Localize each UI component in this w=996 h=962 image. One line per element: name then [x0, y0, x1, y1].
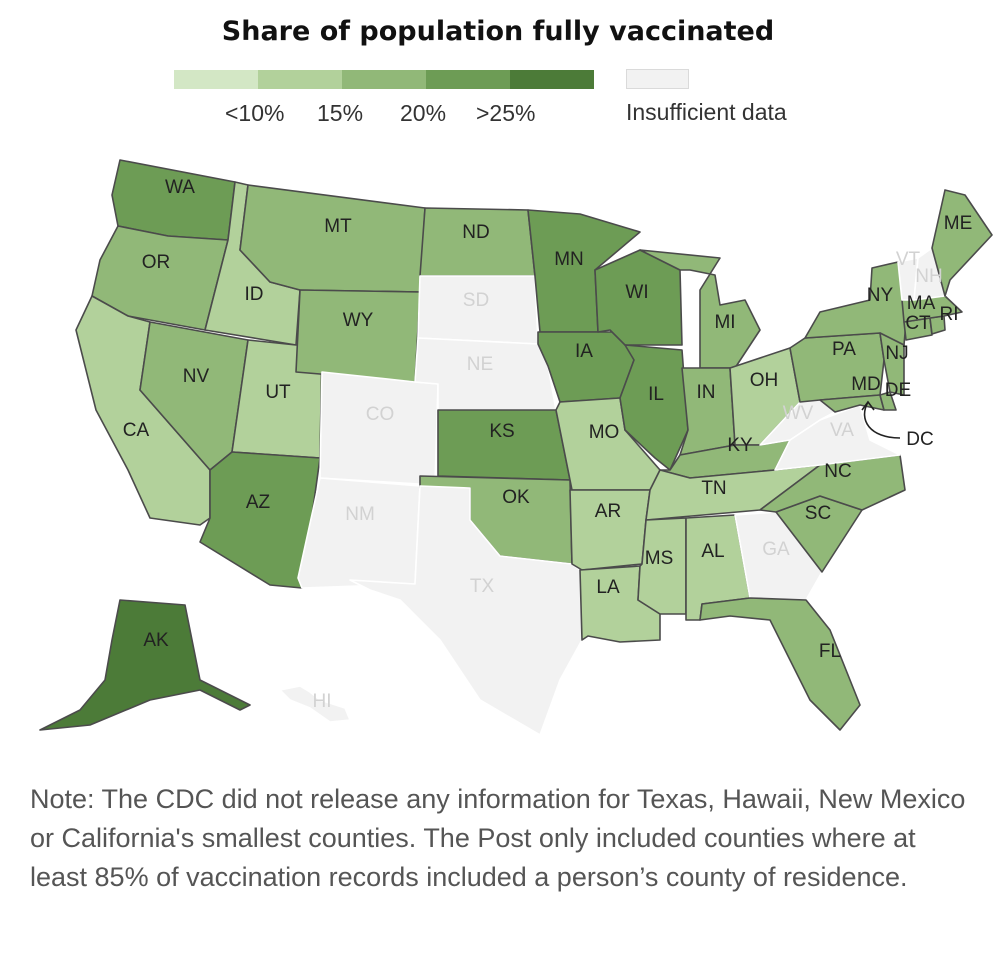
state-NM[interactable] — [297, 477, 421, 589]
state-label-ut: UT — [265, 382, 291, 403]
dc-callout: DC — [861, 400, 934, 450]
state-AK[interactable] — [39, 599, 251, 731]
state-label-nh: NH — [915, 266, 942, 287]
state-label-nm: NM — [345, 504, 375, 525]
state-label-pa: PA — [832, 339, 856, 360]
state-label-me: ME — [944, 213, 973, 234]
state-CO[interactable] — [319, 371, 439, 486]
dc-leader-line — [863, 401, 901, 439]
map-svg: WA OR CA ID NV UT AZ MT WY CO NM ND SD NE KS OK TX MN IA MO… — [39, 159, 993, 736]
state-label-ma: MA — [907, 293, 936, 314]
map-title: Share of population fully vaccinated — [221, 16, 775, 47]
state-CA[interactable] — [75, 295, 211, 526]
state-label-nv: NV — [183, 366, 210, 387]
state-label-ri: RI — [940, 304, 959, 325]
state-label-wv: WV — [783, 403, 814, 424]
state-label-wa: WA — [165, 177, 195, 198]
state-label-sc: SC — [805, 503, 831, 524]
state-label-ne: NE — [467, 354, 493, 375]
state-TX[interactable] — [349, 485, 583, 736]
state-label-ga: GA — [762, 539, 790, 560]
state-label-il: IL — [648, 384, 664, 405]
state-label-ar: AR — [595, 501, 621, 522]
legend-swatch-5 — [510, 70, 594, 89]
state-label-ca: CA — [123, 420, 150, 441]
state-OR[interactable] — [91, 225, 229, 331]
state-label-va: VA — [830, 420, 854, 441]
state-MT[interactable] — [239, 184, 426, 293]
state-label-mt: MT — [324, 216, 352, 237]
state-label-ny: NY — [867, 285, 894, 306]
us-choropleth-map: WA OR CA ID NV UT AZ MT WY CO NM ND SD NE KS OK TX MN IA MO… — [0, 150, 996, 740]
insufficient-data-swatch — [626, 69, 689, 89]
state-label-wy: WY — [343, 310, 374, 331]
state-label-la: LA — [596, 577, 620, 598]
state-label-id: ID — [245, 284, 264, 305]
state-GA[interactable] — [734, 511, 823, 601]
state-label-nj: NJ — [885, 343, 908, 364]
state-label-sd: SD — [463, 290, 489, 311]
state-label-in: IN — [697, 382, 716, 403]
legend-label-3: 20% — [400, 100, 447, 126]
state-label-md: MD — [851, 374, 881, 395]
footnote: Note: The CDC did not release any inform… — [30, 784, 966, 892]
state-label-hi: HI — [313, 691, 332, 712]
state-label-ms: MS — [645, 548, 674, 569]
state-MI[interactable] — [639, 249, 761, 369]
state-label-wi: WI — [625, 282, 648, 303]
state-label-ky: KY — [727, 435, 753, 456]
state-label-mo: MO — [589, 422, 620, 443]
state-NJ[interactable] — [879, 332, 905, 396]
state-label-or: OR — [142, 252, 171, 273]
state-WY[interactable] — [295, 289, 421, 383]
state-label-nc: NC — [824, 461, 851, 482]
legend-label-4: >25% — [476, 100, 536, 126]
state-label-mi: MI — [714, 312, 735, 333]
state-label-az: AZ — [246, 492, 271, 513]
state-label-tx: TX — [470, 576, 495, 597]
legend-swatch-4 — [426, 70, 510, 89]
state-label-ct: CT — [905, 313, 931, 334]
state-FL[interactable] — [699, 597, 861, 731]
dc-arrowhead — [861, 400, 875, 411]
state-label-fl: FL — [819, 641, 841, 662]
state-label-ok: OK — [502, 487, 530, 508]
state-label-tn: TN — [701, 478, 726, 499]
state-label-co: CO — [366, 404, 395, 425]
state-label-ia: IA — [575, 341, 593, 362]
state-label-vt: VT — [896, 249, 921, 270]
legend-swatch-1 — [174, 70, 258, 89]
legend-swatch-3 — [342, 70, 426, 89]
state-HI[interactable] — [279, 685, 351, 723]
state-label-nd: ND — [462, 222, 489, 243]
state-label-mn: MN — [554, 249, 584, 270]
dc-label: DC — [906, 429, 933, 450]
state-label-de: DE — [885, 380, 911, 401]
legend-swatch-2 — [258, 70, 342, 89]
state-label-ak: AK — [143, 630, 169, 651]
insufficient-data-label: Insufficient data — [626, 99, 787, 125]
legend-label-2: 15% — [317, 100, 364, 126]
state-AZ[interactable] — [199, 451, 321, 589]
state-label-oh: OH — [750, 370, 779, 391]
legend-swatches — [174, 70, 594, 89]
state-ME[interactable] — [931, 189, 993, 297]
state-label-al: AL — [701, 541, 724, 562]
state-DE[interactable] — [879, 391, 897, 411]
state-label-ks: KS — [489, 421, 514, 442]
legend-label-1: <10% — [225, 100, 285, 126]
